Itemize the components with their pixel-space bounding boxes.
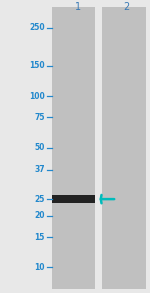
Bar [52, 195, 94, 203]
Text: 2: 2 [123, 2, 129, 12]
Text: 150: 150 [29, 62, 45, 70]
Text: 10: 10 [34, 263, 45, 272]
Bar [102, 7, 146, 289]
Bar [52, 7, 94, 289]
Text: 75: 75 [34, 113, 45, 122]
Text: 25: 25 [35, 195, 45, 204]
Text: 20: 20 [34, 211, 45, 220]
Text: 250: 250 [29, 23, 45, 33]
Text: 1: 1 [75, 2, 81, 12]
Text: 37: 37 [34, 166, 45, 174]
Text: 100: 100 [29, 92, 45, 100]
Text: 50: 50 [35, 143, 45, 152]
Text: 15: 15 [35, 233, 45, 242]
